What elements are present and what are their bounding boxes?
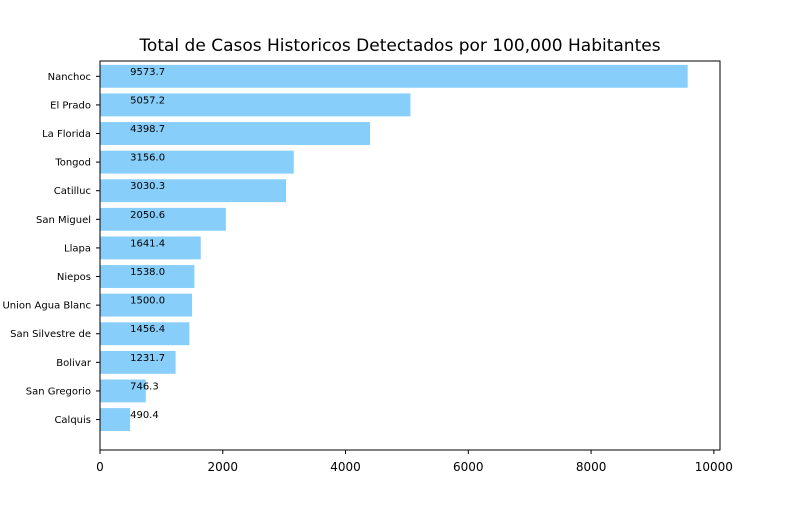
bar-2 [100,122,371,145]
bar-0 [100,64,688,88]
x-tick-label-2: 4000 [330,460,361,474]
x-tick-label-4: 8000 [576,460,607,474]
value-label-8: 1500.0 [130,296,165,307]
bar-3 [100,150,294,174]
bar-10 [100,350,176,374]
value-label-3: 3156.0 [130,153,165,164]
plot-frame [99,60,721,451]
bar-11 [100,379,146,403]
category-label-12: Calquis [54,415,91,426]
bar-6 [100,236,201,260]
bar-12 [100,408,131,431]
x-tick-label-5: 10000 [695,460,733,474]
value-label-12: 490.4 [130,410,159,421]
value-labels: 9573.7 5057.2 4398.7 3156.0 3030.3 2050.6 1641… [130,67,165,421]
bar-9 [100,322,190,346]
value-label-11: 746.3 [130,381,159,392]
x-tick-label-1: 2000 [207,460,238,474]
x-tick-label-3: 6000 [453,460,484,474]
category-label-9: San Silvestre de [10,329,91,340]
value-label-5: 2050.6 [130,210,165,221]
x-tick-label-0: 0 [96,460,104,474]
category-label-1: El Prado [50,100,91,111]
category-label-3: Tongod [54,158,91,169]
value-label-6: 1641.4 [130,238,165,249]
bar-1 [100,93,411,117]
category-label-7: Niepos [57,272,91,283]
category-label-8: Union Agua Blanc [2,301,91,312]
bar-5 [100,207,226,231]
bars-layer [100,64,688,431]
category-label-0: Nanchoc [48,72,91,83]
category-label-2: La Florida [42,129,91,140]
category-label-4: Catilluc [54,186,91,197]
value-label-4: 3030.3 [130,181,165,192]
category-label-10: Bolivar [56,358,92,369]
bar-4 [100,179,287,203]
bar-7 [100,265,195,288]
category-label-6: Llapa [64,243,91,254]
category-label-11: San Gregorio [26,386,91,397]
value-label-9: 1456.4 [130,324,165,335]
value-label-2: 4398.7 [130,124,165,135]
x-axis: 0 2000 4000 6000 8000 10000 [96,450,733,474]
chart-title: Total de Casos Historicos Detectados por… [138,36,660,56]
value-label-1: 5057.2 [130,95,165,106]
bar-8 [100,293,193,317]
category-label-5: San Miguel [36,215,91,226]
value-label-10: 1231.7 [130,353,165,364]
value-label-0: 9573.7 [130,67,165,78]
category-labels: Nanchoc El Prado La Florida Tongod Catilluc S… [2,72,100,426]
value-label-7: 1538.0 [130,267,165,278]
